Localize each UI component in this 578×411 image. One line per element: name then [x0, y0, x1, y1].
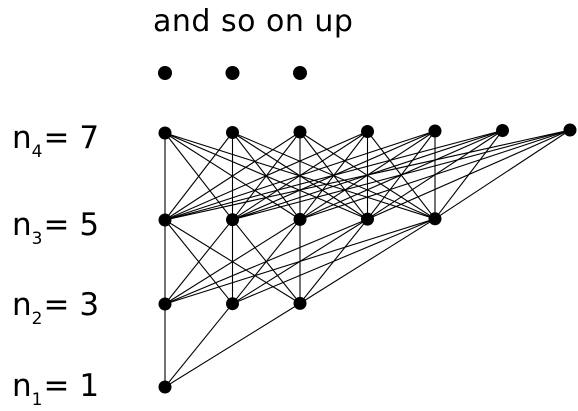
- node-level-3-5: [428, 212, 442, 226]
- level-subscript: 3: [31, 229, 43, 249]
- continuation-dot-1: [158, 66, 172, 80]
- node-level-4-4: [361, 125, 374, 138]
- continuation-dots: [158, 66, 307, 80]
- edge-l2-1-to-l3-0: [164, 219, 233, 305]
- node-level-2-1: [158, 297, 172, 311]
- edge-l3-4-to-l4-6: [434, 129, 571, 220]
- node-level-4-5: [428, 124, 442, 138]
- level-var: n: [12, 368, 32, 404]
- nodes: [158, 123, 577, 394]
- edge-l1-0-to-l2-2: [164, 302, 301, 388]
- edge-l2-2-to-l3-4: [299, 218, 436, 304]
- node-level-3-4: [361, 212, 374, 226]
- node-level-2-3: [293, 296, 307, 310]
- level-subscript: 1: [31, 390, 43, 410]
- edge-l3-4-to-l4-2: [299, 131, 436, 220]
- node-level-1-1: [158, 380, 172, 394]
- node-level-4-1: [158, 126, 172, 140]
- node-level-3-1: [158, 213, 172, 227]
- caption: and so on up: [153, 4, 354, 39]
- level-var: n: [12, 287, 32, 323]
- level-var: n: [12, 120, 32, 156]
- level-label-2: n2= 3: [12, 285, 99, 330]
- level-count-text: = 7: [43, 120, 100, 156]
- edge-l3-1-to-l4-0: [164, 132, 233, 221]
- continuation-dot-2: [225, 66, 240, 80]
- edge-l3-2-to-l4-0: [164, 132, 301, 220]
- node-level-2-2: [226, 297, 239, 311]
- edge-l3-4-to-l4-0: [164, 132, 436, 220]
- level-subscript: 4: [31, 142, 43, 162]
- level-subscript: 2: [31, 309, 43, 329]
- node-level-3-3: [293, 212, 307, 226]
- edge-l3-4-to-l4-5: [434, 130, 503, 220]
- level-count-text: = 5: [43, 207, 100, 243]
- edge-l3-3-to-l4-0: [164, 132, 368, 220]
- level-count-text: = 3: [43, 287, 100, 323]
- node-level-4-6: [496, 124, 509, 137]
- level-label-4: n4= 7: [12, 118, 99, 163]
- level-var: n: [12, 207, 32, 243]
- level-count-text: = 1: [43, 368, 100, 404]
- node-level-4-2: [226, 126, 239, 139]
- node-level-4-7: [563, 123, 577, 137]
- edge-l3-4-to-l4-3: [367, 131, 436, 220]
- edge-l3-4-to-l4-1: [232, 131, 436, 220]
- level-label-1: n1= 1: [12, 366, 99, 411]
- edges: [164, 129, 571, 388]
- edge-l2-2-to-l3-1: [232, 219, 301, 304]
- level-label-3: n3= 5: [12, 205, 99, 250]
- edge-l1-0-to-l2-1: [164, 303, 233, 388]
- node-level-3-2: [226, 213, 239, 227]
- edge-l2-2-to-l3-3: [299, 218, 368, 304]
- node-level-4-3: [293, 125, 307, 139]
- continuation-dot-3: [293, 66, 307, 80]
- edge-l2-2-to-l3-0: [164, 219, 301, 304]
